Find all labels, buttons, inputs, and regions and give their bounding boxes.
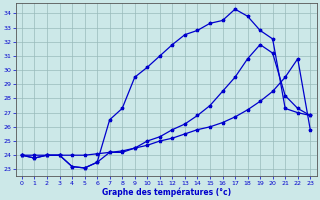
X-axis label: Graphe des températures (°c): Graphe des températures (°c) [101, 187, 231, 197]
